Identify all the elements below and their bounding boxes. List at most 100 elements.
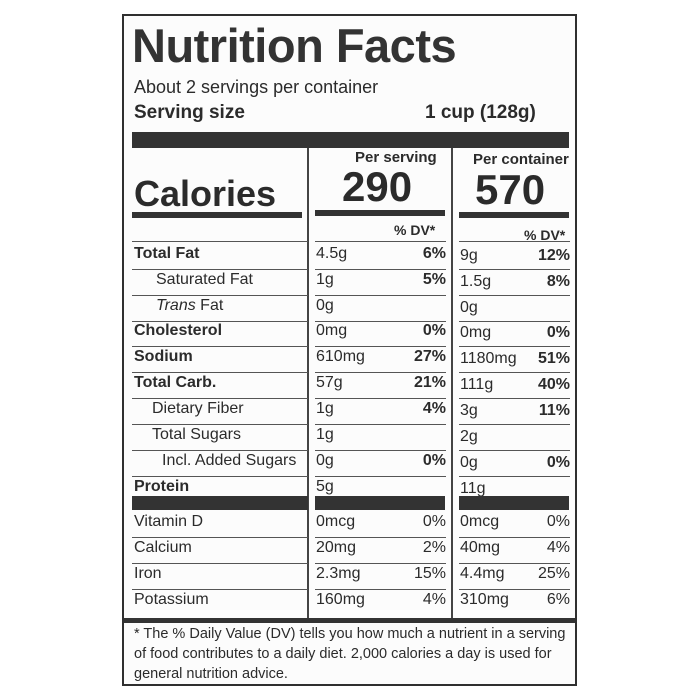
nutrient-name-italic: Trans xyxy=(156,297,196,314)
row-divider-1 xyxy=(315,398,446,399)
serving-dv: 4% xyxy=(422,591,446,608)
row-divider-1 xyxy=(315,295,446,296)
calories-label: Calories xyxy=(134,173,277,214)
container-dv: 40% xyxy=(537,376,570,393)
serving-dv: 27% xyxy=(413,348,446,365)
row-divider-2 xyxy=(459,424,570,425)
container-amount: 111g xyxy=(460,376,494,393)
serving-dv: 15% xyxy=(413,565,446,582)
container-amount: 1.5g xyxy=(460,273,492,290)
vitamin-name: Potassium xyxy=(134,591,209,608)
column-divider-2 xyxy=(451,148,453,618)
nutrient-name: Sodium xyxy=(134,348,193,365)
row-divider-2 xyxy=(459,398,570,399)
row-divider-0 xyxy=(132,424,308,425)
vitamin-row-divider-2 xyxy=(459,537,570,538)
container-dv: 12% xyxy=(537,247,570,264)
serving-amount: 610mg xyxy=(316,348,365,365)
nutrition-facts-label: Nutrition Facts About 2 servings per con… xyxy=(122,14,577,686)
row-divider-1 xyxy=(315,450,446,451)
serving-dv: 4% xyxy=(422,400,446,417)
container-amount: 40mg xyxy=(460,539,501,556)
serving-dv: 0% xyxy=(422,513,446,530)
serving-amount: 1g xyxy=(316,400,334,417)
serving-size-label: Serving size xyxy=(134,102,245,123)
nutrient-name: Saturated Fat xyxy=(156,271,253,288)
vitamin-row-divider-0 xyxy=(132,589,308,590)
nutrient-name-rest: Fat xyxy=(195,297,224,314)
container-amount: 310mg xyxy=(460,591,509,608)
row-divider-0 xyxy=(132,476,308,477)
row-divider-2 xyxy=(459,476,570,477)
calories-divider-container xyxy=(459,212,569,218)
serving-size-value: 1 cup (128g) xyxy=(425,102,536,123)
row-divider-header-0 xyxy=(132,241,308,242)
calories-per-container: 570 xyxy=(475,166,546,213)
thick-divider-top xyxy=(132,132,569,148)
serving-dv: 0% xyxy=(422,322,446,339)
vitamin-row-divider-0 xyxy=(132,563,308,564)
row-divider-2 xyxy=(459,372,570,373)
container-amount: 0g xyxy=(460,299,478,316)
calories-divider-serving xyxy=(315,210,445,216)
row-divider-1 xyxy=(315,372,446,373)
serving-amount: 0g xyxy=(316,297,334,314)
dv-header-serving: % DV* xyxy=(394,222,436,238)
row-divider-2 xyxy=(459,346,570,347)
vitamin-name: Iron xyxy=(134,565,162,582)
container-dv: 4% xyxy=(546,539,570,556)
footnote-divider xyxy=(124,618,575,623)
calories-per-serving: 290 xyxy=(342,163,413,210)
vitamin-row-divider-0 xyxy=(132,537,308,538)
column-divider-1 xyxy=(307,148,309,618)
serving-amount: 1g xyxy=(316,426,334,443)
container-dv: 0% xyxy=(546,454,570,471)
container-dv: 8% xyxy=(546,273,570,290)
row-divider-1 xyxy=(315,321,446,322)
row-divider-2 xyxy=(459,321,570,322)
container-dv: 0% xyxy=(546,324,570,341)
vitamin-row-divider-2 xyxy=(459,563,570,564)
row-divider-0 xyxy=(132,321,308,322)
container-dv: 6% xyxy=(546,591,570,608)
servings-per-container: About 2 servings per container xyxy=(134,77,379,97)
container-dv: 25% xyxy=(537,565,570,582)
vitamin-row-divider-1 xyxy=(315,589,446,590)
thick-divider-vitamins-left xyxy=(132,496,308,510)
serving-amount: 20mg xyxy=(316,539,357,556)
row-divider-1 xyxy=(315,424,446,425)
container-amount: 1180mg xyxy=(460,350,517,367)
row-divider-0 xyxy=(132,450,308,451)
calories-divider-left xyxy=(132,212,302,218)
container-amount: 4.4mg xyxy=(460,565,505,582)
nutrient-name: Incl. Added Sugars xyxy=(162,452,297,469)
per-container-header: Per container xyxy=(473,151,569,168)
row-divider-2 xyxy=(459,450,570,451)
row-divider-1 xyxy=(315,269,446,270)
row-divider-0 xyxy=(132,269,308,270)
container-amount: 0mg xyxy=(460,324,492,341)
container-amount: 2g xyxy=(460,428,478,445)
row-divider-1 xyxy=(315,346,446,347)
nutrient-name: Trans Fat xyxy=(156,297,223,315)
serving-dv: 2% xyxy=(422,539,446,556)
nutrient-name: Dietary Fiber xyxy=(152,400,244,417)
serving-amount: 0g xyxy=(316,452,334,469)
serving-dv: 5% xyxy=(422,271,446,288)
container-dv: 51% xyxy=(537,350,570,367)
container-amount: 9g xyxy=(460,247,478,264)
serving-amount: 2.3mg xyxy=(316,565,361,582)
container-amount: 0g xyxy=(460,454,478,471)
nutrient-name: Protein xyxy=(134,478,190,495)
vitamin-row-divider-1 xyxy=(315,537,446,538)
row-divider-2 xyxy=(459,295,570,296)
nutrient-name: Total Fat xyxy=(134,245,200,262)
vitamin-row-divider-2 xyxy=(459,589,570,590)
row-divider-0 xyxy=(132,346,308,347)
row-divider-1 xyxy=(315,476,446,477)
serving-amount: 0mg xyxy=(316,322,348,339)
container-dv: 0% xyxy=(546,513,570,530)
per-serving-header: Per serving xyxy=(355,149,437,166)
nutrient-name: Total Sugars xyxy=(152,426,241,443)
thick-divider-vitamins-mid xyxy=(315,496,445,510)
